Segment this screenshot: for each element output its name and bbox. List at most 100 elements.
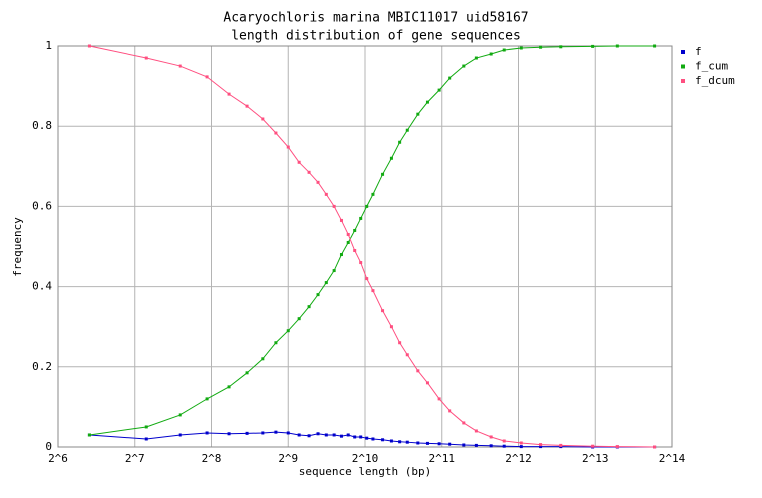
point — [324, 433, 328, 437]
x-tick-label: 2^12 — [505, 452, 532, 465]
point — [389, 439, 393, 443]
series-line — [89, 45, 655, 436]
point — [87, 44, 91, 48]
point — [437, 88, 441, 92]
point — [274, 430, 278, 434]
y-tick-label: 0.2 — [32, 360, 52, 373]
point — [462, 443, 466, 447]
point — [405, 128, 409, 132]
point — [245, 104, 249, 108]
point — [539, 45, 543, 49]
y-tick-label: 1 — [45, 39, 52, 52]
point — [359, 216, 363, 220]
point — [502, 439, 506, 443]
point — [346, 433, 350, 437]
point — [425, 100, 429, 104]
point — [339, 434, 343, 438]
point — [87, 433, 91, 437]
x-tick-label: 2^6 — [48, 452, 68, 465]
point — [398, 140, 402, 144]
point — [205, 397, 209, 401]
plot-frame — [57, 45, 673, 448]
point — [437, 442, 441, 446]
point — [261, 357, 265, 361]
x-axis-label: sequence length (bp) — [299, 465, 431, 478]
point — [519, 441, 523, 445]
point — [615, 44, 619, 48]
point — [316, 293, 320, 297]
y-tick-label: 0.4 — [32, 280, 52, 293]
point — [178, 64, 182, 68]
point — [353, 228, 357, 232]
point — [389, 325, 393, 329]
point — [205, 75, 209, 79]
point — [324, 192, 328, 196]
y-tick-label: 0.8 — [32, 119, 52, 132]
point — [474, 56, 478, 60]
y-tick-label: 0.6 — [32, 199, 52, 212]
point — [144, 437, 148, 441]
series-line — [89, 45, 655, 448]
point — [227, 92, 231, 96]
point — [389, 156, 393, 160]
point — [178, 413, 182, 417]
point — [297, 160, 301, 164]
point — [519, 445, 523, 449]
point — [448, 409, 452, 413]
point — [591, 44, 595, 48]
point — [559, 443, 563, 447]
y-tick-label: 0 — [45, 440, 52, 453]
point — [297, 433, 301, 437]
point — [261, 431, 265, 435]
point — [448, 76, 452, 80]
point — [416, 369, 420, 373]
point — [324, 281, 328, 285]
point — [307, 305, 311, 309]
point — [339, 218, 343, 222]
point — [437, 397, 441, 401]
point — [339, 253, 343, 257]
point — [346, 240, 350, 244]
point — [286, 431, 290, 435]
chart-subtitle: length distribution of gene sequences — [231, 29, 521, 44]
x-tick-label: 2^11 — [429, 452, 456, 465]
point — [307, 434, 311, 438]
point — [286, 145, 290, 149]
point — [381, 438, 385, 442]
point — [144, 56, 148, 60]
point — [307, 170, 311, 174]
point — [332, 204, 336, 208]
x-tick-label: 2^14 — [659, 452, 686, 465]
x-tick-label: 2^9 — [278, 452, 298, 465]
point — [353, 435, 357, 439]
point — [653, 445, 657, 449]
point — [502, 444, 506, 448]
point — [462, 64, 466, 68]
point — [539, 443, 543, 447]
point — [144, 425, 148, 429]
point — [489, 52, 493, 56]
point — [286, 329, 290, 333]
point — [178, 433, 182, 437]
point — [539, 445, 543, 449]
point — [502, 48, 506, 52]
point — [332, 433, 336, 437]
point — [405, 353, 409, 357]
point — [365, 277, 369, 281]
point — [371, 437, 375, 441]
point — [245, 431, 249, 435]
point — [332, 269, 336, 273]
chart-title: Acaryochloris marina MBIC11017 uid58167 — [223, 11, 528, 26]
point — [365, 204, 369, 208]
point — [615, 445, 619, 449]
point — [489, 435, 493, 439]
point — [274, 341, 278, 345]
y-axis-label: frequency — [11, 217, 24, 277]
point — [489, 444, 493, 448]
series-line — [89, 431, 655, 448]
point — [474, 429, 478, 433]
point — [448, 442, 452, 446]
legend-marker — [681, 64, 685, 69]
x-tick-label: 2^7 — [125, 452, 145, 465]
